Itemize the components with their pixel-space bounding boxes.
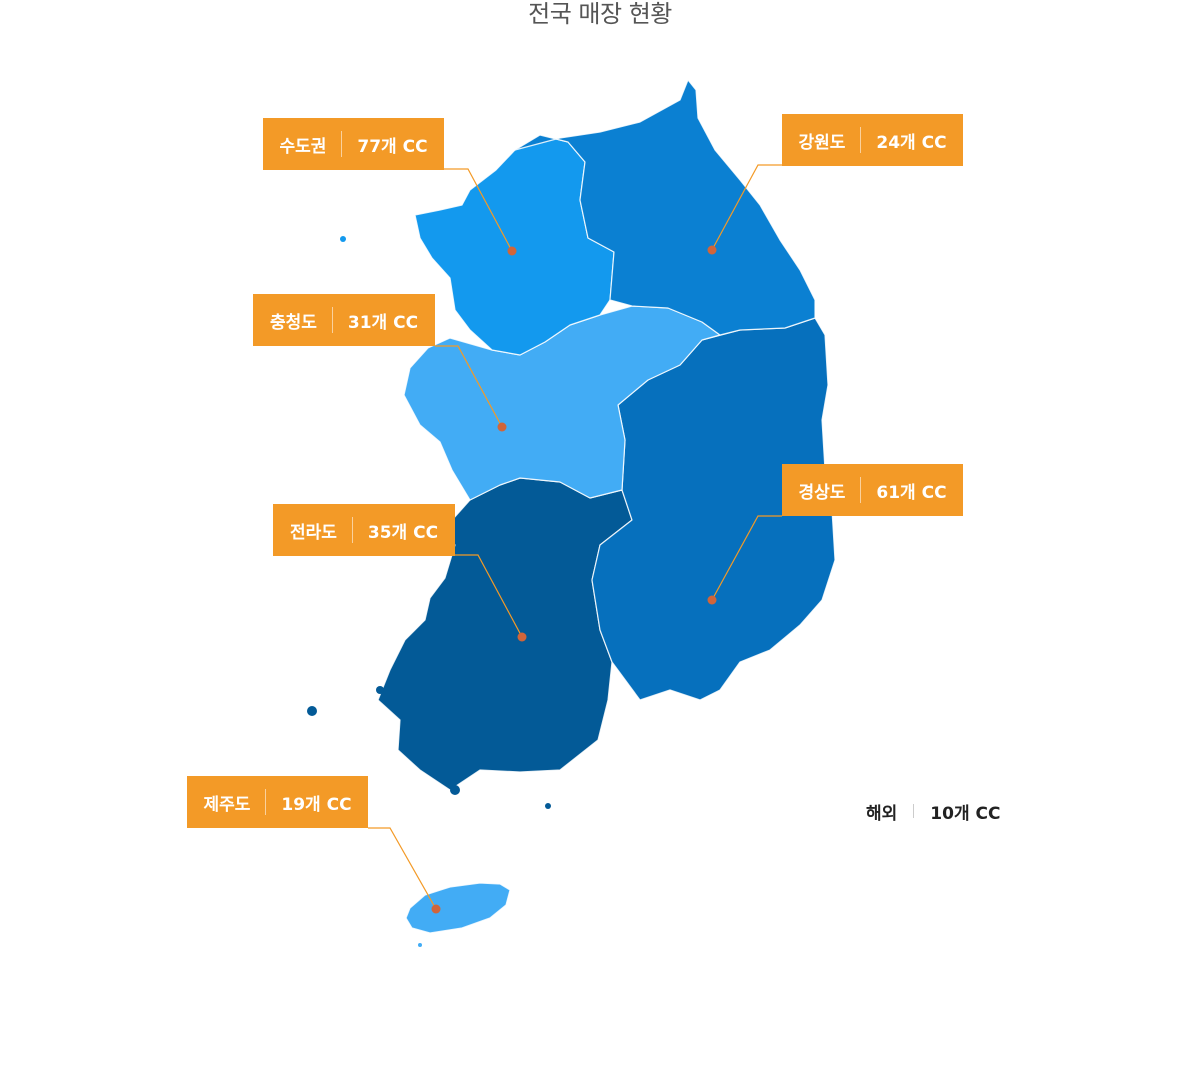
label-separator	[860, 127, 862, 153]
leader-line-jeju	[368, 827, 437, 910]
leader-line-capital	[444, 168, 513, 252]
region-count: 77개 CC	[357, 136, 428, 157]
region-count: 31개 CC	[347, 312, 419, 333]
island	[376, 686, 384, 694]
island	[450, 785, 460, 795]
label-overseas[interactable]: 해외 10개 CC	[866, 798, 1000, 824]
leader-line-chungcheong	[435, 345, 503, 428]
region-gangwon[interactable]	[514, 79, 816, 336]
location-dot-jeolla	[517, 632, 527, 642]
location-dot-chungcheong	[497, 422, 507, 432]
island	[418, 943, 422, 947]
region-count: 61개 CC	[876, 482, 947, 503]
location-dot-capital	[507, 246, 517, 256]
label-jeju[interactable]: 제주도 19개 CC	[187, 776, 368, 828]
label-separator	[341, 131, 343, 157]
region-name: 제주도	[203, 794, 251, 815]
page-title: 전국 매장 현황	[528, 0, 672, 28]
island	[307, 706, 317, 716]
region-name: 강원도	[798, 132, 846, 153]
region-count: 35개 CC	[367, 522, 439, 543]
label-capital[interactable]: 수도권 77개 CC	[263, 118, 444, 170]
location-dot-jeju	[431, 904, 441, 914]
label-separator	[351, 517, 353, 543]
leader-line-gyeongsang	[711, 515, 782, 601]
region-name: 충청도	[269, 312, 317, 333]
overseas-name: 해외	[866, 803, 898, 824]
region-count: 24개 CC	[876, 132, 947, 153]
region-count: 19개 CC	[281, 794, 352, 815]
region-name: 수도권	[279, 136, 327, 157]
region-jeju[interactable]	[405, 882, 511, 934]
label-gyeongsang[interactable]: 경상도 61개 CC	[782, 464, 963, 516]
label-jeolla[interactable]: 전라도 35개 CC	[273, 504, 455, 556]
label-gangwon[interactable]: 강원도 24개 CC	[782, 114, 963, 166]
overseas-count: 10개 CC	[930, 803, 1001, 824]
label-separator	[265, 789, 267, 815]
location-dot-gangwon	[707, 245, 717, 255]
region-name: 전라도	[289, 522, 337, 543]
region-name: 경상도	[798, 482, 846, 503]
island	[340, 236, 346, 242]
leader-line-jeolla	[455, 554, 523, 638]
label-separator	[860, 477, 862, 503]
leader-line-gangwon	[711, 164, 782, 251]
overseas-separator	[913, 804, 915, 818]
label-chungcheong[interactable]: 충청도 31개 CC	[253, 294, 435, 346]
label-separator	[331, 307, 333, 333]
location-dot-gyeongsang	[707, 595, 717, 605]
island	[545, 803, 551, 809]
